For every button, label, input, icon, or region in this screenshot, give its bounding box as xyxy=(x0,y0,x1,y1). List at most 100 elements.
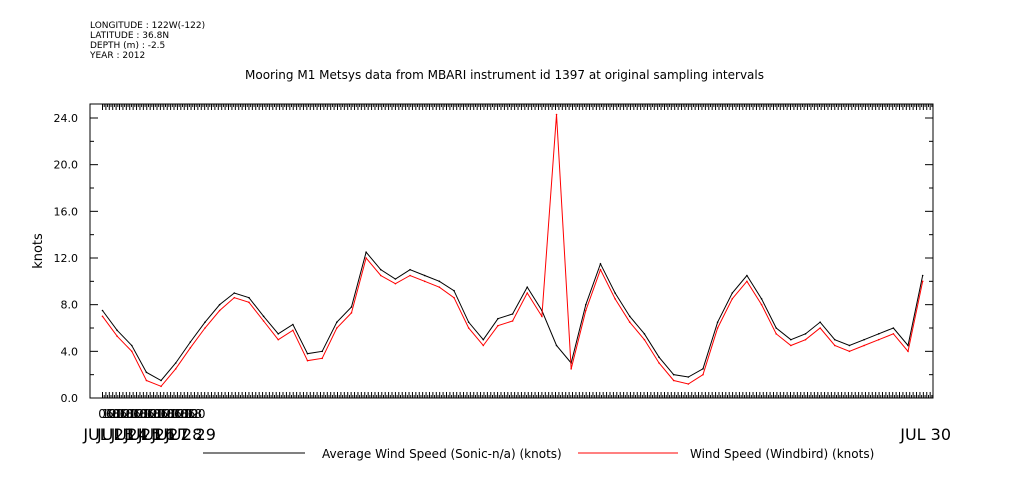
data-point-0 xyxy=(790,338,792,341)
data-point-1 xyxy=(336,327,338,329)
data-point-1 xyxy=(438,286,441,288)
legend-label-average: Average Wind Speed (Sonic-n/a) (knots) xyxy=(322,447,562,461)
data-point-1 xyxy=(921,280,924,283)
x-tick-label: 18 xyxy=(187,407,202,421)
data-point-0 xyxy=(863,338,865,341)
data-point-0 xyxy=(658,356,660,358)
data-point-0 xyxy=(189,341,192,343)
data-point-0 xyxy=(409,268,411,271)
x-tick-label: 00 xyxy=(177,407,192,421)
data-point-0 xyxy=(614,292,616,294)
x-tick-label: 06 xyxy=(153,407,168,421)
data-point-0 xyxy=(497,317,499,320)
data-point-0 xyxy=(233,292,236,294)
x-tick-label: 12 xyxy=(115,407,130,421)
data-point-1 xyxy=(570,368,572,370)
x-tick-label: 12 xyxy=(129,407,144,421)
x-day-label: JUL 26 xyxy=(123,425,175,444)
data-point-1 xyxy=(379,274,382,277)
x-day-label: JUL 24 xyxy=(96,425,148,444)
x-tick-label: 18 xyxy=(119,407,134,421)
data-point-1 xyxy=(423,280,426,283)
data-point-0 xyxy=(921,274,924,277)
data-point-0 xyxy=(555,344,558,347)
data-point-0 xyxy=(277,333,280,335)
data-point-0 xyxy=(350,306,353,308)
data-point-1 xyxy=(526,292,529,294)
data-point-0 xyxy=(204,321,206,323)
data-point-0 xyxy=(116,329,118,332)
data-point-0 xyxy=(804,333,807,335)
data-point-0 xyxy=(101,309,104,312)
data-point-1 xyxy=(130,350,133,353)
x-tick-label: 12 xyxy=(183,407,198,421)
data-point-1 xyxy=(702,373,704,376)
data-point-0 xyxy=(379,268,382,271)
data-point-1 xyxy=(511,320,514,322)
data-point-1 xyxy=(350,312,353,314)
data-point-1 xyxy=(453,296,455,299)
data-point-0 xyxy=(467,321,470,323)
x-day-label: JUL 28 xyxy=(150,425,202,444)
data-point-0 xyxy=(687,376,690,378)
data-point-1 xyxy=(819,327,821,329)
x-tick-label: 12 xyxy=(156,407,171,421)
data-point-0 xyxy=(262,315,265,318)
data-point-1 xyxy=(233,296,236,299)
data-point-1 xyxy=(848,350,851,353)
x-tick-label: 18 xyxy=(132,407,147,421)
data-point-0 xyxy=(218,303,221,306)
legend: Average Wind Speed (Sonic-n/a) (knots) W… xyxy=(203,447,874,461)
x-day-label: JUL 29 xyxy=(164,425,216,444)
data-point-1 xyxy=(746,280,748,283)
x-tick-label: 06 xyxy=(139,407,154,421)
x-tick-label: 18 xyxy=(160,407,175,421)
longitude-label: LONGITUDE : 122W(-122) xyxy=(90,21,206,31)
data-point-1 xyxy=(599,268,602,271)
x-day-label: JUL 23 xyxy=(82,425,134,444)
series-line-0 xyxy=(102,251,924,382)
legend-label-windbird: Wind Speed (Windbird) (knots) xyxy=(690,447,874,461)
data-point-0 xyxy=(599,263,602,265)
data-point-1 xyxy=(687,383,690,385)
x-tick-label: 18 xyxy=(146,407,161,421)
data-point-1 xyxy=(394,282,397,285)
data-point-1 xyxy=(628,321,631,323)
x-tick-label: 06 xyxy=(112,407,127,421)
x-tick-label: 00 xyxy=(136,407,151,421)
data-point-0 xyxy=(526,286,529,288)
data-point-1 xyxy=(658,362,660,364)
data-point-0 xyxy=(892,327,895,329)
data-point-1 xyxy=(892,333,895,335)
data-point-1 xyxy=(262,320,265,322)
data-point-0 xyxy=(248,296,250,299)
data-point-1 xyxy=(907,350,909,353)
data-point-1 xyxy=(833,344,836,347)
data-point-1 xyxy=(365,257,367,259)
x-tick-label: 00 xyxy=(163,407,178,421)
data-point-1 xyxy=(218,309,221,312)
data-point-0 xyxy=(731,292,734,294)
data-point-1 xyxy=(189,347,192,349)
x-tick-label: 12 xyxy=(102,407,117,421)
data-point-0 xyxy=(702,368,704,370)
data-point-0 xyxy=(394,278,397,280)
y-tick-label: 8.0 xyxy=(61,299,79,312)
data-point-0 xyxy=(321,350,323,353)
data-point-1 xyxy=(248,301,250,304)
data-point-1 xyxy=(116,335,118,337)
data-point-0 xyxy=(877,333,880,335)
data-point-0 xyxy=(453,289,455,292)
x-tick-label: 00 xyxy=(122,407,137,421)
axes-layer xyxy=(89,103,934,399)
x-tick-label: 00 xyxy=(108,407,123,421)
latitude-label: LATITUDE : 36.8N xyxy=(90,31,170,41)
data-point-0 xyxy=(438,280,441,283)
data-point-1 xyxy=(555,113,558,116)
data-point-1 xyxy=(863,344,865,347)
year-label: YEAR : 2012 xyxy=(90,51,146,61)
label-layer: 0612180006121800061218000612180006121800… xyxy=(31,112,951,444)
data-point-0 xyxy=(130,344,133,347)
data-point-1 xyxy=(877,338,880,341)
